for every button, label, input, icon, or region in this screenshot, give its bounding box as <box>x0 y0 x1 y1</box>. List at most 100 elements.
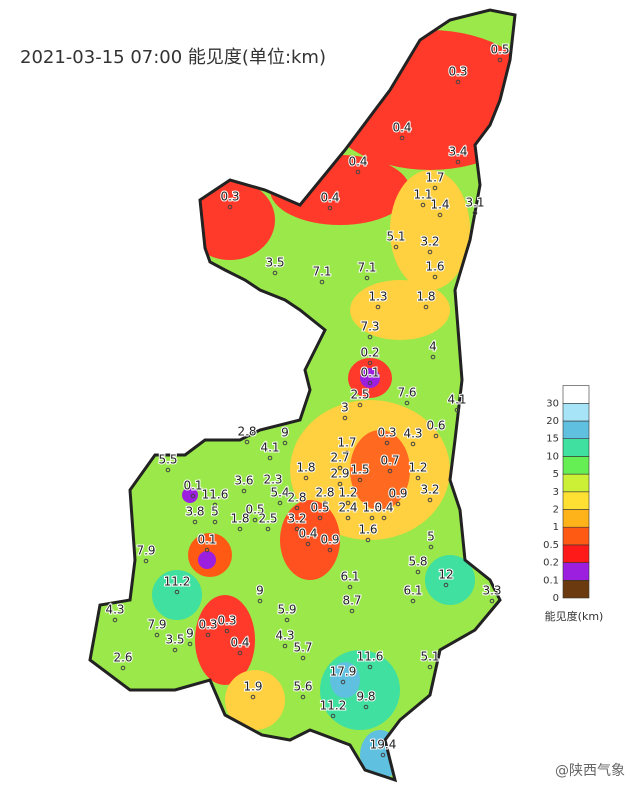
station-value: 1.2 <box>338 486 357 500</box>
station-value: 1.6 <box>358 523 377 537</box>
station-value: 5.1 <box>420 650 439 664</box>
station-dot <box>369 515 375 521</box>
station-value: 5.4 <box>270 486 289 500</box>
station-value: 5.1 <box>386 230 405 244</box>
station-dot <box>250 694 256 700</box>
station-value: 7.3 <box>360 320 379 334</box>
station-value: 2.3 <box>263 473 282 487</box>
station-value: 9 <box>256 584 264 598</box>
station-dot <box>349 608 355 614</box>
station-value: 2.9 <box>330 467 349 481</box>
station-dot <box>410 441 416 447</box>
station-dot <box>427 664 433 670</box>
station-dot <box>270 487 276 493</box>
station-dot <box>192 519 198 525</box>
legend-tick-label: 15 <box>546 434 559 445</box>
station-dot <box>367 334 373 340</box>
station-value: 0.9 <box>320 533 339 547</box>
station-dot <box>342 415 348 421</box>
station-dot <box>427 249 433 255</box>
station-dot <box>430 354 436 360</box>
station-dot <box>305 541 311 547</box>
station-dot <box>428 544 434 550</box>
station-dot <box>363 704 369 710</box>
station-dot <box>364 275 370 281</box>
station-value: 0.3 <box>198 618 217 632</box>
station-value: 0.7 <box>380 454 399 468</box>
legend-swatch <box>562 456 590 475</box>
legend-tick-label: 0 <box>553 593 559 604</box>
station-dot <box>277 500 283 506</box>
station-value: 0.1 <box>183 479 202 493</box>
station-value: 3.5 <box>165 633 184 647</box>
legend-tick-label: 0.2 <box>543 558 559 569</box>
station-dot <box>415 475 421 481</box>
station-value: 4 <box>429 340 437 354</box>
station-dot <box>120 665 126 671</box>
station-dot <box>165 467 171 473</box>
station-dot <box>174 589 180 595</box>
station-dot <box>380 752 386 758</box>
station-value: 2.5 <box>258 512 277 526</box>
station-value: 0.3 <box>377 426 396 440</box>
station-dot <box>265 526 271 532</box>
station-value: 5.5 <box>158 453 177 467</box>
legend-tick-label: 20 <box>546 416 559 427</box>
legend-tick-label: 30 <box>546 398 559 409</box>
station-dot <box>437 212 443 218</box>
station-dot <box>375 304 381 310</box>
station-dot <box>294 505 300 511</box>
station-value: 4.1 <box>260 441 279 455</box>
legend-tick-label: 10 <box>546 451 559 462</box>
station-dot <box>357 477 363 483</box>
station-value: 7.6 <box>397 386 416 400</box>
station-dot <box>345 515 351 521</box>
station-value: 17.9 <box>330 665 357 679</box>
station-value: 0.3 <box>217 614 236 628</box>
legend-tick-label: 1 <box>553 522 559 533</box>
station-dot <box>497 57 503 63</box>
station-dot <box>367 360 373 366</box>
station-dot <box>384 440 390 446</box>
station-dot <box>399 135 405 141</box>
station-dot <box>257 598 263 604</box>
station-dot <box>410 598 416 604</box>
station-dot <box>322 500 328 506</box>
station-value: 4.3 <box>403 427 422 441</box>
station-value: 1.8 <box>230 512 249 526</box>
station-value: 11.6 <box>202 488 229 502</box>
station-value: 3.4 <box>448 145 467 159</box>
station-value: 19.4 <box>370 738 397 752</box>
station-dot <box>187 641 193 647</box>
station-value: 2.4 <box>338 501 357 515</box>
station-dot <box>340 679 346 685</box>
station-value: 5.9 <box>277 603 296 617</box>
station-value: 3.2 <box>420 483 439 497</box>
station-dot <box>427 497 433 503</box>
station-value: 4.3 <box>275 629 294 643</box>
station-dot <box>337 481 343 487</box>
station-value: 2.7 <box>330 451 349 465</box>
station-dot <box>190 493 196 499</box>
station-dot <box>345 500 351 506</box>
station-value: 1.5 <box>350 463 369 477</box>
station-dot <box>489 598 495 604</box>
station-dot <box>284 617 290 623</box>
station-value: 6.1 <box>340 570 359 584</box>
station-value: 0.5 <box>310 501 329 515</box>
station-value: 6.1 <box>403 584 422 598</box>
legend-swatch <box>562 509 590 528</box>
station-value: 0.4 <box>320 191 339 205</box>
station-value: 2.6 <box>113 651 132 665</box>
station-value: 3.6 <box>234 474 253 488</box>
station-dot <box>432 274 438 280</box>
station-dot <box>357 402 363 408</box>
station-value: 11.2 <box>320 699 347 713</box>
legend-tick-label: 0.5 <box>543 540 559 551</box>
station-value: 1.9 <box>243 680 262 694</box>
station-dot <box>282 440 288 446</box>
station-value: 2.8 <box>315 486 334 500</box>
station-dot <box>241 488 247 494</box>
station-dot <box>267 455 273 461</box>
